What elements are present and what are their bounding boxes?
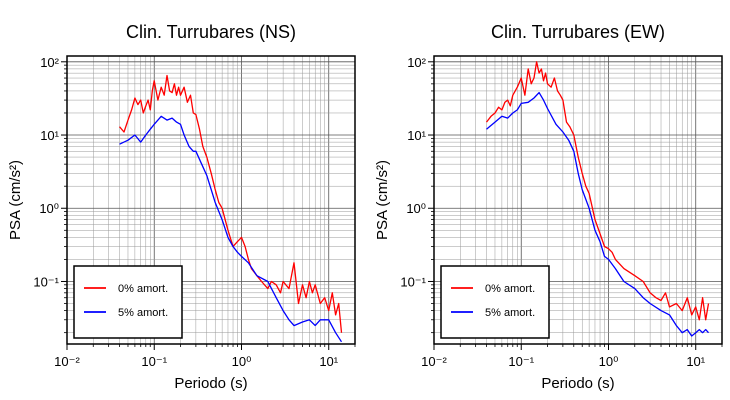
y-tick-label: 10² xyxy=(407,55,426,70)
y-tick-label: 10⁰ xyxy=(39,201,59,216)
y-tick-label: 10¹ xyxy=(407,128,426,143)
legend-label-0pct: 0% amort. xyxy=(485,283,535,295)
x-axis-label: Periodo (s) xyxy=(174,375,247,392)
chart-title: Clin. Turrubares (NS) xyxy=(126,22,296,42)
x-tick-label: 10⁻¹ xyxy=(508,354,534,369)
legend: 0% amort. 5% amort. xyxy=(73,265,183,339)
plot-frame xyxy=(66,55,356,345)
legend-label-5pct: 5% amort. xyxy=(118,307,168,319)
series-line-5pct xyxy=(486,91,709,337)
x-axis-label: Periodo (s) xyxy=(541,375,614,392)
x-tick-label: 10⁰ xyxy=(599,354,619,369)
grid xyxy=(66,56,356,344)
series-line-0pct xyxy=(119,74,343,333)
y-tick-label: 10⁻¹ xyxy=(33,274,59,289)
legend-box xyxy=(440,265,550,339)
chart-title: Clin. Turrubares (EW) xyxy=(491,22,665,42)
series-line-0pct xyxy=(485,61,710,321)
legend-label-5pct: 5% amort. xyxy=(485,307,535,319)
legend-label-0pct: 0% amort. xyxy=(118,283,168,295)
chart-panel-ns: 10⁻² 10⁻¹ 10⁰ 10¹ 10⁻¹ 10⁰ 10¹ 10² Clin. Turruba… xyxy=(7,22,356,392)
legend-box xyxy=(73,265,183,339)
x-tick-label: 10¹ xyxy=(686,354,705,369)
y-tick-label: 10² xyxy=(40,55,59,70)
x-tick-label: 10⁻² xyxy=(54,354,80,369)
y-axis-label: PSA (cm/s²) xyxy=(374,160,391,240)
y-tick-label: 10⁻¹ xyxy=(400,274,426,289)
series-line-5pct xyxy=(119,115,343,343)
y-axis-label: PSA (cm/s²) xyxy=(7,160,24,240)
plot-frame xyxy=(433,55,723,345)
x-tick-label: 10¹ xyxy=(319,354,338,369)
y-tick-label: 10⁰ xyxy=(406,201,426,216)
x-tick-label: 10⁻¹ xyxy=(141,354,167,369)
y-tick-label: 10¹ xyxy=(40,128,59,143)
chart-panel-ew: 10⁻² 10⁻¹ 10⁰ 10¹ 10⁻¹ 10⁰ 10¹ 10² Clin. Turruba… xyxy=(374,22,723,392)
x-tick-label: 10⁰ xyxy=(232,354,252,369)
legend: 0% amort. 5% amort. xyxy=(440,265,550,339)
x-tick-label: 10⁻² xyxy=(421,354,447,369)
